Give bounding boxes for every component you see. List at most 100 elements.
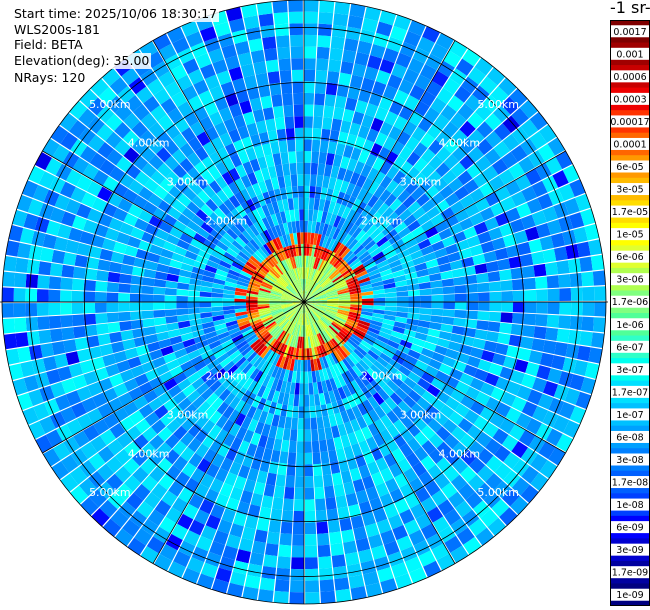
ray-gate xyxy=(291,244,297,257)
ray-gate xyxy=(268,324,279,334)
ray-gate xyxy=(209,478,224,494)
ray-gate xyxy=(219,236,232,248)
ray-gate xyxy=(209,438,223,453)
ray-gate xyxy=(258,292,270,297)
ray-gate xyxy=(259,360,270,373)
ray-gate xyxy=(230,224,242,237)
ray-gate xyxy=(176,295,188,302)
ray-gate xyxy=(539,352,554,368)
ray-gate xyxy=(530,453,548,472)
ray-gate xyxy=(172,133,188,149)
ray-gate xyxy=(311,335,317,348)
ray-gate xyxy=(399,339,413,349)
ray-gate xyxy=(305,267,308,279)
ray-gate xyxy=(438,228,453,241)
ray-gate xyxy=(333,376,342,389)
ray-gate xyxy=(180,360,194,372)
ray-gate xyxy=(335,362,345,375)
ray-gate xyxy=(54,394,71,411)
ray-gate xyxy=(297,429,304,442)
ray-gate xyxy=(299,336,303,349)
ray-gate xyxy=(367,461,380,476)
ray-gate xyxy=(295,220,301,233)
ray-gate xyxy=(304,394,310,407)
ring-label: 2.00km xyxy=(361,214,403,227)
ray-gate xyxy=(200,312,213,319)
ray-gate xyxy=(211,302,223,307)
ray-gate xyxy=(450,333,464,344)
ray-gate xyxy=(289,323,296,335)
ray-gate xyxy=(143,268,157,279)
ray-gate xyxy=(87,381,103,397)
ray-gate xyxy=(153,317,167,326)
ray-gate xyxy=(178,397,192,411)
ray-gate xyxy=(308,312,314,324)
ray-gate xyxy=(411,126,427,142)
ray-gate xyxy=(299,209,304,221)
ray-gate xyxy=(341,193,351,207)
ray-gate xyxy=(304,290,307,302)
ray-gate xyxy=(51,341,66,356)
ray-gate xyxy=(379,161,393,176)
ray-gate xyxy=(251,321,263,329)
colorbar-tick-bg xyxy=(611,363,649,376)
ray-gate xyxy=(304,69,316,82)
ray-gate xyxy=(105,227,120,241)
ray-gate xyxy=(459,154,475,170)
ray-gate xyxy=(450,200,465,215)
ray-gate xyxy=(314,334,321,347)
ray-gate xyxy=(297,174,304,187)
ray-gate xyxy=(307,232,312,245)
ray-gate xyxy=(548,447,566,466)
ray-gate xyxy=(229,350,241,361)
ray-gate xyxy=(370,379,382,392)
ray-gate xyxy=(229,396,241,410)
ray-gate xyxy=(404,556,423,573)
ray-gate xyxy=(118,283,131,293)
ray-gate xyxy=(155,228,170,241)
ray-gate xyxy=(128,203,143,218)
ray-gate xyxy=(451,325,465,336)
ray-gate xyxy=(176,74,193,91)
ray-gate xyxy=(376,21,393,37)
ray-gate xyxy=(518,156,535,174)
ray-gate xyxy=(244,574,261,589)
ray-gate xyxy=(209,111,223,127)
ray-gate xyxy=(273,438,283,452)
ray-gate xyxy=(222,298,235,302)
ray-gate xyxy=(141,310,154,319)
ray-gate xyxy=(286,245,292,258)
ray-gate xyxy=(304,116,313,128)
ray-gate xyxy=(258,506,272,520)
ray-gate xyxy=(183,366,197,378)
ray-gate xyxy=(357,125,370,140)
ray-gate xyxy=(313,270,320,282)
ray-gate xyxy=(396,130,411,146)
ray-gate xyxy=(475,527,495,546)
ray-gate xyxy=(335,243,345,255)
ray-gate xyxy=(301,336,304,349)
ray-gate xyxy=(257,294,270,299)
ray-gate xyxy=(333,215,342,228)
ray-gate xyxy=(401,232,415,244)
ray-gate xyxy=(305,591,320,604)
ray-gate xyxy=(373,171,386,185)
ray-gate xyxy=(249,318,262,326)
ray-gate xyxy=(260,167,271,181)
ray-gate xyxy=(358,342,370,353)
ray-gate xyxy=(360,287,373,293)
ray-gate xyxy=(559,288,572,301)
ray-gate xyxy=(288,393,295,406)
ray-gate xyxy=(275,212,283,225)
ray-gate xyxy=(454,85,472,103)
ray-gate xyxy=(370,446,384,461)
ray-gate xyxy=(315,498,326,511)
ray-gate xyxy=(304,313,307,326)
ray-gate xyxy=(197,458,212,474)
ray-gate xyxy=(300,313,303,326)
ray-gate xyxy=(258,84,271,98)
ray-gate xyxy=(115,104,133,122)
ray-gate xyxy=(173,245,188,257)
ray-gate xyxy=(584,223,600,241)
ray-gate xyxy=(229,486,243,501)
